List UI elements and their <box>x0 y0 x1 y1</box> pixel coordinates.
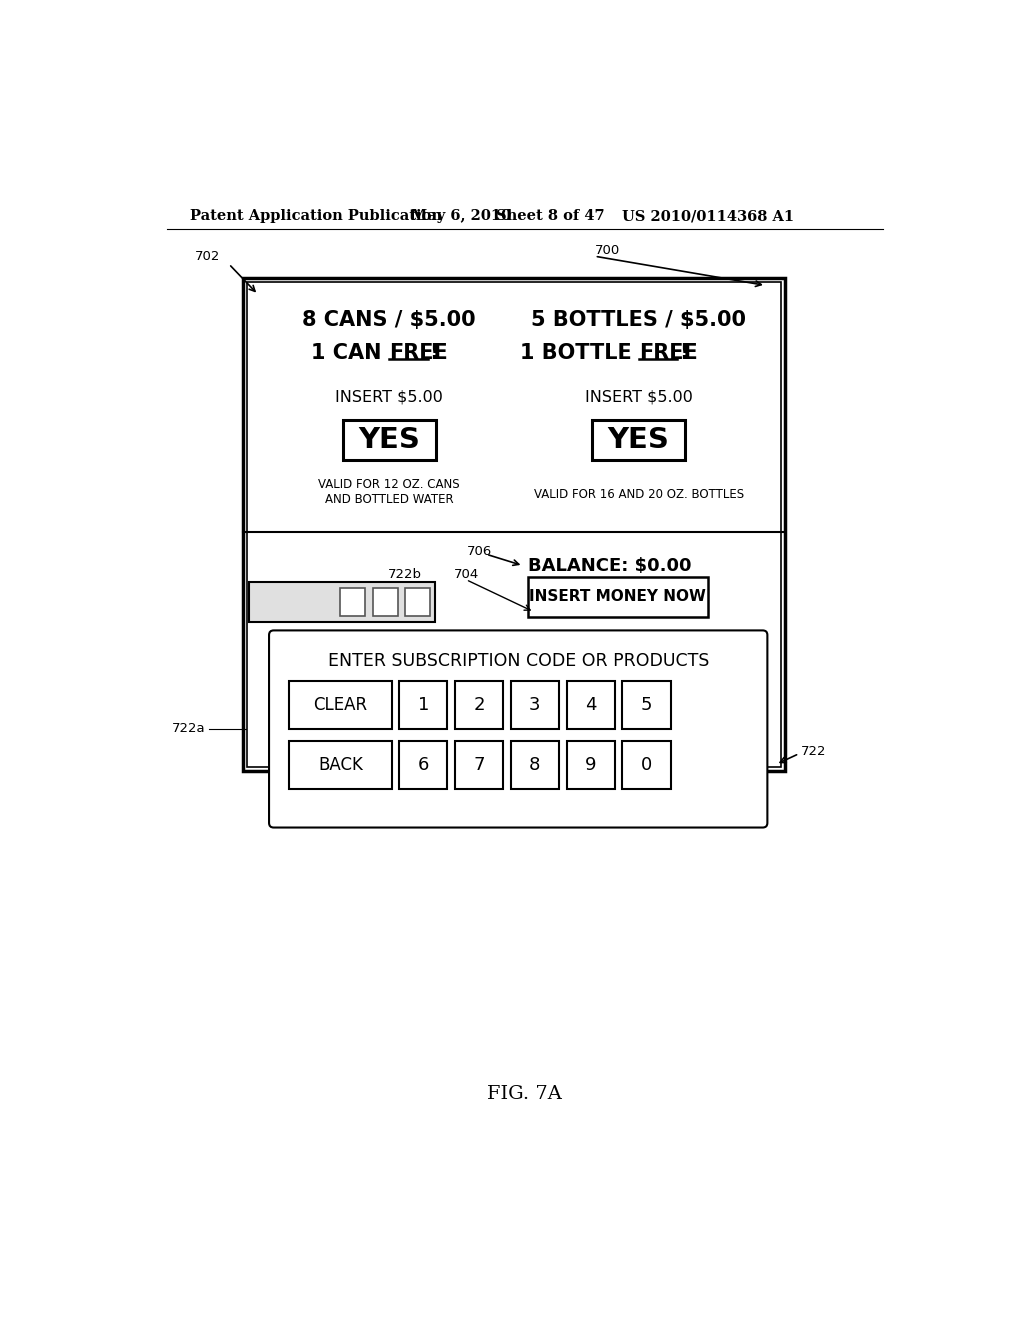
Text: 4: 4 <box>585 696 596 714</box>
Bar <box>528 577 708 616</box>
Text: 3: 3 <box>529 696 541 714</box>
Text: May 6, 2010: May 6, 2010 <box>411 209 511 223</box>
Bar <box>455 681 503 729</box>
Text: YES: YES <box>358 426 420 454</box>
Text: VALID FOR 12 OZ. CANS
AND BOTTLED WATER: VALID FOR 12 OZ. CANS AND BOTTLED WATER <box>318 478 460 506</box>
Bar <box>566 681 614 729</box>
Text: FREE: FREE <box>389 343 447 363</box>
Bar <box>247 281 781 767</box>
Text: 700: 700 <box>595 244 621 257</box>
Text: 722: 722 <box>801 744 826 758</box>
Text: VALID FOR 16 AND 20 OZ. BOTTLES: VALID FOR 16 AND 20 OZ. BOTTLES <box>534 488 743 502</box>
Text: 2: 2 <box>473 696 484 714</box>
Bar <box>566 742 614 789</box>
Bar <box>249 582 435 622</box>
Text: FIG. 7A: FIG. 7A <box>487 1085 562 1104</box>
Bar <box>243 277 785 771</box>
Bar <box>289 742 391 789</box>
Text: 702: 702 <box>195 249 220 263</box>
Bar <box>511 681 559 729</box>
Bar <box>592 420 685 461</box>
Text: YES: YES <box>608 426 670 454</box>
Text: Patent Application Publication: Patent Application Publication <box>190 209 442 223</box>
Text: 7: 7 <box>473 756 484 774</box>
Text: 722a: 722a <box>172 722 206 735</box>
Text: 6: 6 <box>418 756 429 774</box>
Text: INSERT MONEY NOW: INSERT MONEY NOW <box>529 589 707 605</box>
Text: 1: 1 <box>418 696 429 714</box>
Text: 5: 5 <box>641 696 652 714</box>
Text: FREE: FREE <box>639 343 697 363</box>
Text: ENTER SUBSCRIPTION CODE OR PRODUCTS: ENTER SUBSCRIPTION CODE OR PRODUCTS <box>328 652 709 671</box>
Bar <box>399 681 447 729</box>
Text: 1 BOTTLE: 1 BOTTLE <box>520 343 639 363</box>
Text: BACK: BACK <box>317 756 362 774</box>
Text: 9: 9 <box>585 756 596 774</box>
Text: 0: 0 <box>641 756 652 774</box>
Text: 722b: 722b <box>388 568 422 581</box>
Bar <box>455 742 503 789</box>
Bar <box>511 742 559 789</box>
Text: 704: 704 <box>454 568 479 581</box>
Bar <box>406 589 430 615</box>
Text: BALANCE: $0.00: BALANCE: $0.00 <box>528 557 691 574</box>
Text: 1 CAN: 1 CAN <box>311 343 389 363</box>
Text: 706: 706 <box>467 545 492 557</box>
Bar <box>340 589 366 615</box>
Text: Sheet 8 of 47: Sheet 8 of 47 <box>496 209 605 223</box>
Text: CLEAR: CLEAR <box>313 696 368 714</box>
Bar <box>343 420 435 461</box>
Text: 5 BOTTLES / $5.00: 5 BOTTLES / $5.00 <box>531 310 746 330</box>
Text: !: ! <box>679 343 688 363</box>
Bar <box>289 681 391 729</box>
Text: INSERT $5.00: INSERT $5.00 <box>335 389 443 405</box>
Bar <box>399 742 447 789</box>
Text: !: ! <box>429 343 439 363</box>
Bar <box>373 589 397 615</box>
Text: INSERT $5.00: INSERT $5.00 <box>585 389 692 405</box>
FancyBboxPatch shape <box>269 631 767 828</box>
Bar <box>623 742 671 789</box>
Text: US 2010/0114368 A1: US 2010/0114368 A1 <box>623 209 795 223</box>
Bar <box>623 681 671 729</box>
Text: 8 CANS / $5.00: 8 CANS / $5.00 <box>302 310 476 330</box>
Text: 8: 8 <box>529 756 541 774</box>
